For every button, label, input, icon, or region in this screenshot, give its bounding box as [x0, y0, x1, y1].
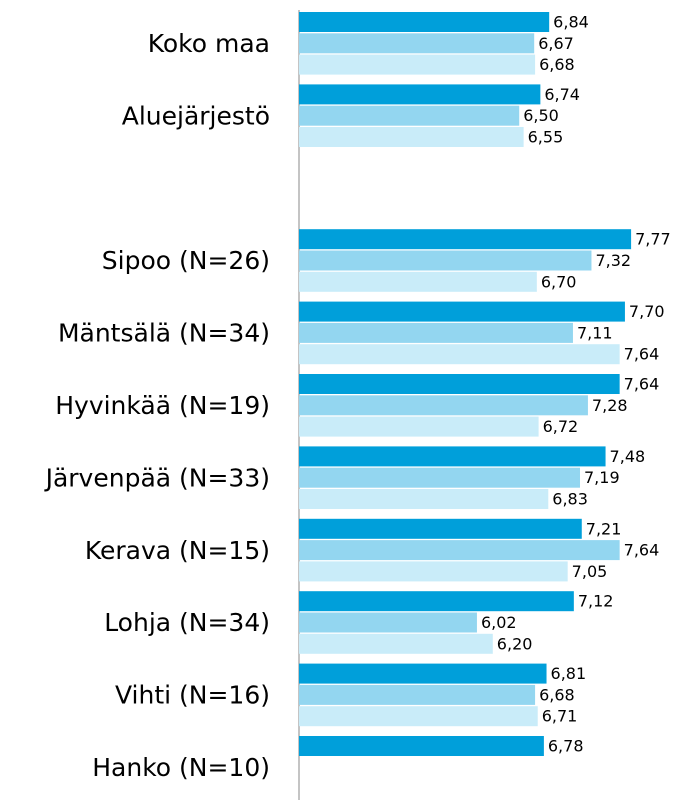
bar [299, 612, 477, 633]
value-label: 6,67 [538, 34, 574, 53]
category-label: Hyvinkää (N=19) [55, 391, 270, 420]
value-label: 7,70 [629, 302, 665, 321]
bar [299, 250, 592, 271]
value-label: 6,83 [552, 490, 588, 509]
bar [299, 633, 493, 654]
category-label: Aluejärjestö [122, 101, 270, 130]
value-label: 7,28 [592, 396, 628, 415]
value-label: 7,12 [578, 592, 614, 611]
bar [299, 416, 539, 437]
category-label: Hanko (N=10) [92, 753, 270, 782]
value-label: 6,71 [542, 707, 578, 726]
bar [299, 322, 573, 343]
bar [299, 663, 547, 684]
value-label: 7,21 [586, 519, 622, 538]
value-label: 7,32 [595, 251, 631, 270]
bar [299, 54, 536, 75]
value-label: 6,81 [551, 664, 587, 683]
category-label: Kerava (N=15) [85, 536, 270, 565]
value-label: 7,05 [572, 562, 608, 581]
bar [299, 706, 538, 727]
bar [299, 540, 620, 561]
value-label: 7,19 [584, 468, 620, 487]
category-label: Järvenpää (N=33) [44, 463, 270, 492]
bar [299, 591, 574, 612]
value-label: 6,84 [553, 13, 589, 32]
value-label: 7,64 [624, 375, 660, 394]
category-label: Lohja (N=34) [104, 608, 270, 637]
category-label: Sipoo (N=26) [102, 246, 270, 275]
bar [299, 561, 568, 582]
bar [299, 489, 549, 509]
bar [299, 684, 536, 705]
bar [299, 229, 632, 250]
bar [299, 446, 606, 467]
category-label: Koko maa [148, 29, 270, 58]
bar [299, 395, 588, 416]
category-label: Vihti (N=16) [115, 681, 270, 710]
bar [299, 127, 524, 147]
value-label: 6,02 [481, 613, 517, 632]
value-label: 6,50 [523, 106, 559, 125]
value-label: 6,72 [543, 417, 579, 436]
value-label: 6,70 [541, 272, 577, 291]
value-label: 6,68 [539, 55, 575, 74]
bar [299, 84, 541, 105]
bar [299, 374, 620, 394]
bar [299, 271, 537, 292]
value-label: 6,74 [544, 85, 580, 104]
bar [299, 12, 550, 32]
bar [299, 344, 620, 365]
value-label: 6,55 [528, 128, 564, 147]
category-label: Mäntsälä (N=34) [58, 319, 270, 348]
value-label: 7,64 [624, 541, 660, 560]
bar [299, 467, 581, 488]
bar [299, 518, 582, 539]
bar [299, 736, 544, 756]
bar [299, 105, 520, 126]
value-label: 7,77 [635, 230, 671, 249]
value-label: 6,78 [548, 737, 584, 756]
value-label: 6,68 [539, 685, 575, 704]
bar [299, 33, 535, 54]
value-label: 7,11 [577, 323, 613, 342]
value-label: 7,48 [610, 447, 646, 466]
value-label: 7,64 [624, 345, 660, 364]
value-label: 6,20 [497, 634, 533, 653]
bar [299, 301, 625, 322]
